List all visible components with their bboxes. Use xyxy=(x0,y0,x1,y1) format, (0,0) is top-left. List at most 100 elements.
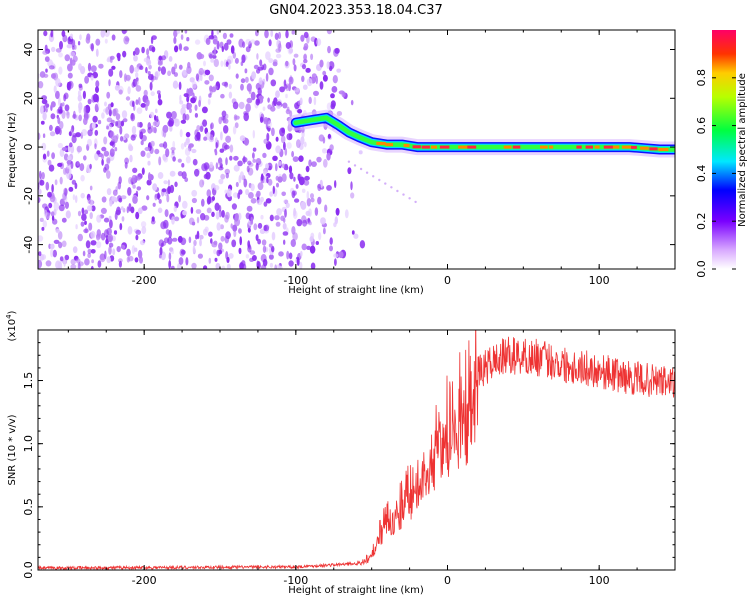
noise-speckle xyxy=(42,220,47,228)
x-tick-label: -200 xyxy=(132,274,157,287)
noise-speckle xyxy=(154,127,157,134)
noise-speckle xyxy=(155,108,158,114)
noise-speckle xyxy=(255,234,259,242)
noise-speckle xyxy=(152,202,156,207)
noise-speckle xyxy=(148,64,152,70)
ridge-peak-mark xyxy=(512,145,521,149)
y-tick-label: 1.5 xyxy=(22,372,35,390)
noise-speckle xyxy=(296,257,300,266)
noise-speckle xyxy=(229,144,234,153)
noise-speckle xyxy=(209,161,214,169)
noise-speckle xyxy=(139,131,144,140)
noise-speckle xyxy=(90,65,97,73)
noise-speckle xyxy=(221,110,227,118)
noise-speckle xyxy=(54,179,58,186)
noise-speckle xyxy=(301,64,307,70)
noise-speckle xyxy=(89,212,93,220)
noise-speckle xyxy=(74,44,77,50)
noise-speckle xyxy=(124,133,130,139)
noise-speckle xyxy=(292,232,298,241)
noise-speckle xyxy=(292,58,296,66)
noise-speckle xyxy=(288,252,293,260)
snr-ticks: -200 -100 0 100 0.0 0.5 1.0 1.5 xyxy=(22,329,676,587)
noise-speckle xyxy=(271,245,275,253)
noise-speckle xyxy=(191,81,197,89)
noise-speckle xyxy=(285,60,289,67)
noise-speckle xyxy=(210,238,213,244)
noise-speckle xyxy=(269,191,274,197)
noise-speckle xyxy=(125,74,131,81)
noise-speckle xyxy=(228,63,231,70)
secondary-trace-dot xyxy=(396,189,399,193)
noise-speckle xyxy=(293,176,296,182)
noise-speckle xyxy=(265,51,271,60)
noise-speckle xyxy=(220,131,223,141)
noise-speckle xyxy=(226,256,230,263)
noise-speckle xyxy=(306,78,313,87)
noise-speckle xyxy=(100,207,107,214)
noise-speckle xyxy=(258,95,264,100)
noise-speckle xyxy=(334,258,337,266)
noise-speckle xyxy=(224,189,228,194)
noise-speckle xyxy=(68,186,74,192)
noise-speckle xyxy=(69,51,76,57)
noise-speckle xyxy=(80,174,85,182)
noise-speckle xyxy=(114,121,119,127)
noise-speckle xyxy=(225,135,232,143)
noise-speckle xyxy=(84,75,89,84)
noise-speckle xyxy=(234,57,239,64)
noise-speckle xyxy=(277,176,283,183)
noise-speckle xyxy=(253,223,258,231)
colorbar-tick-label: 0.2 xyxy=(695,212,708,230)
noise-speckle xyxy=(116,246,121,253)
noise-speckle xyxy=(182,210,188,216)
noise-speckle xyxy=(203,228,208,236)
noise-speckle xyxy=(135,72,139,78)
ridge-peak-mark xyxy=(621,145,632,149)
colorbar-tick-label: 0.4 xyxy=(695,165,708,183)
noise-speckle xyxy=(109,57,113,63)
noise-speckle xyxy=(223,144,230,150)
noise-speckle xyxy=(38,259,43,269)
noise-speckle xyxy=(232,51,236,59)
noise-speckle xyxy=(49,124,53,131)
noise-speckle xyxy=(181,163,185,168)
noise-speckle xyxy=(353,233,359,239)
noise-speckle xyxy=(199,234,204,240)
noise-speckle xyxy=(96,150,101,155)
noise-speckle xyxy=(172,80,179,89)
noise-speckle xyxy=(59,121,64,130)
ridge-peak-mark xyxy=(640,146,649,150)
noise-speckle xyxy=(250,183,255,192)
noise-speckle xyxy=(87,197,91,204)
noise-speckle xyxy=(104,30,110,38)
noise-speckle xyxy=(78,114,82,122)
x-tick-label: 0 xyxy=(444,574,451,587)
noise-speckle xyxy=(77,41,81,46)
noise-speckle xyxy=(182,69,187,76)
noise-speckle xyxy=(239,236,242,246)
noise-speckle xyxy=(186,95,190,103)
noise-speckle xyxy=(51,152,55,160)
y-tick-label: 20 xyxy=(22,91,35,105)
noise-speckle xyxy=(161,188,167,193)
noise-speckle xyxy=(336,111,343,116)
noise-speckle xyxy=(179,94,182,102)
noise-speckle xyxy=(91,122,96,129)
noise-speckle xyxy=(50,248,54,258)
noise-speckle xyxy=(326,61,330,69)
noise-speckle xyxy=(273,59,278,65)
noise-speckle xyxy=(101,112,105,119)
noise-speckle xyxy=(48,164,55,172)
noise-speckle xyxy=(57,142,64,149)
noise-speckle xyxy=(97,260,102,268)
noise-speckle xyxy=(43,73,49,78)
noise-speckle xyxy=(156,115,159,123)
noise-speckle xyxy=(57,162,63,167)
noise-speckle xyxy=(288,83,291,92)
noise-speckle xyxy=(199,125,204,132)
noise-speckle xyxy=(250,91,256,101)
noise-speckle xyxy=(40,105,44,115)
noise-speckle xyxy=(245,76,249,83)
noise-speckle xyxy=(78,261,81,269)
